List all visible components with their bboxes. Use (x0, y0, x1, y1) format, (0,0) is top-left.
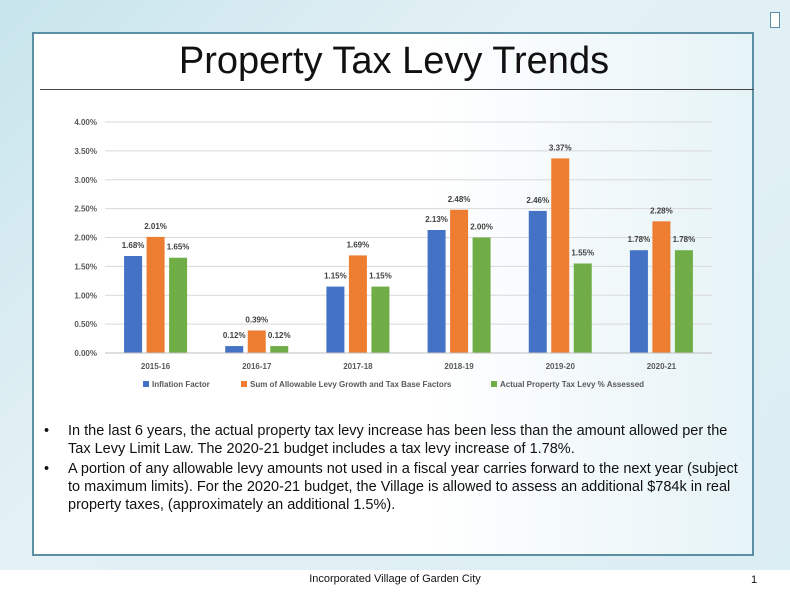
chart-data-labels: 1.68%2.01%1.65%0.12%0.39%0.12%1.15%1.69%… (122, 143, 696, 340)
bullet-item: • A portion of any allowable levy amount… (44, 460, 752, 514)
bar (146, 236, 165, 353)
data-label: 1.78% (673, 235, 696, 244)
chart-axes: 0.00% 0.50% 1.00% 1.50% 2.00% 2.50% 3.00% 3.50%… (74, 118, 712, 371)
y-tick-label: 0.00% (74, 349, 97, 358)
bar (573, 263, 592, 353)
data-label: 2.28% (650, 206, 673, 215)
y-tick-label: 1.50% (74, 262, 97, 271)
slide-title: Property Tax Levy Trends (178, 40, 610, 82)
data-label: 1.65% (167, 243, 190, 252)
bar (450, 209, 469, 353)
x-tick-label: 2016-17 (242, 362, 272, 371)
data-label: 1.15% (369, 272, 392, 281)
bullet-glyph: • (44, 461, 50, 477)
x-tick-label: 2018-19 (444, 362, 474, 371)
title-underline (40, 89, 754, 90)
bar (629, 250, 648, 353)
data-label: 3.37% (549, 143, 572, 152)
bar (124, 255, 143, 353)
y-tick-label: 1.00% (74, 291, 97, 300)
bar (528, 210, 547, 353)
legend-label: Sum of Allowable Levy Growth and Tax Bas… (250, 380, 452, 389)
x-tick-label: 2019-20 (546, 362, 576, 371)
bar (652, 221, 671, 353)
bar (326, 286, 345, 353)
chart-legend: Inflation Factor Sum of Allowable Levy Gr… (143, 380, 644, 389)
bar (225, 346, 244, 353)
x-tick-label: 2017-18 (343, 362, 373, 371)
page-number: 1 (751, 574, 758, 586)
bullet-list: • In the last 6 years, the actual proper… (44, 422, 752, 516)
data-label: 2.46% (526, 196, 549, 205)
y-tick-label: 4.00% (74, 118, 97, 127)
data-label: 0.12% (268, 331, 291, 340)
bar (270, 346, 289, 353)
legend-label: Actual Property Tax Levy % Assessed (500, 380, 644, 389)
bar (551, 158, 570, 353)
data-label: 0.12% (223, 331, 246, 340)
corner-decoration (770, 12, 780, 28)
y-tick-label: 0.50% (74, 320, 97, 329)
y-tick-label: 3.00% (74, 176, 97, 185)
bar (427, 229, 446, 353)
bar (247, 330, 266, 353)
bar (348, 255, 367, 353)
bar (371, 286, 390, 353)
y-tick-label: 3.50% (74, 147, 97, 156)
y-tick-label: 2.00% (74, 234, 97, 243)
legend-swatch (491, 381, 497, 387)
data-label: 2.13% (425, 215, 448, 224)
chart-bars (124, 158, 693, 353)
bar (472, 237, 491, 353)
legend-swatch (143, 381, 149, 387)
data-label: 2.01% (144, 222, 167, 231)
legend-swatch (241, 381, 247, 387)
footer-bar (0, 570, 790, 593)
data-label: 0.39% (245, 315, 268, 324)
data-label: 1.15% (324, 272, 347, 281)
bullet-glyph: • (44, 423, 50, 439)
x-tick-label: 2015-16 (141, 362, 171, 371)
data-label: 1.69% (347, 240, 370, 249)
y-tick-label: 2.50% (74, 205, 97, 214)
bar-chart: 1.68%2.01%1.65%0.12%0.39%0.12%1.15%1.69%… (74, 118, 712, 389)
data-label: 1.68% (122, 241, 145, 250)
bullet-item: • In the last 6 years, the actual proper… (44, 422, 752, 458)
chart-gridlines (105, 121, 712, 325)
footer-text: Incorporated Village of Garden City (309, 573, 481, 585)
x-tick-label: 2020-21 (647, 362, 677, 371)
data-label: 1.55% (571, 248, 594, 257)
data-label: 2.00% (470, 223, 493, 232)
legend-label: Inflation Factor (152, 380, 210, 389)
bar (674, 250, 693, 353)
data-label: 2.48% (448, 195, 471, 204)
data-label: 1.78% (628, 235, 651, 244)
bullet-text-1: In the last 6 years, the actual property… (68, 423, 728, 457)
bar (169, 257, 188, 353)
bullet-text-2: A portion of any allowable levy amounts … (68, 461, 738, 513)
